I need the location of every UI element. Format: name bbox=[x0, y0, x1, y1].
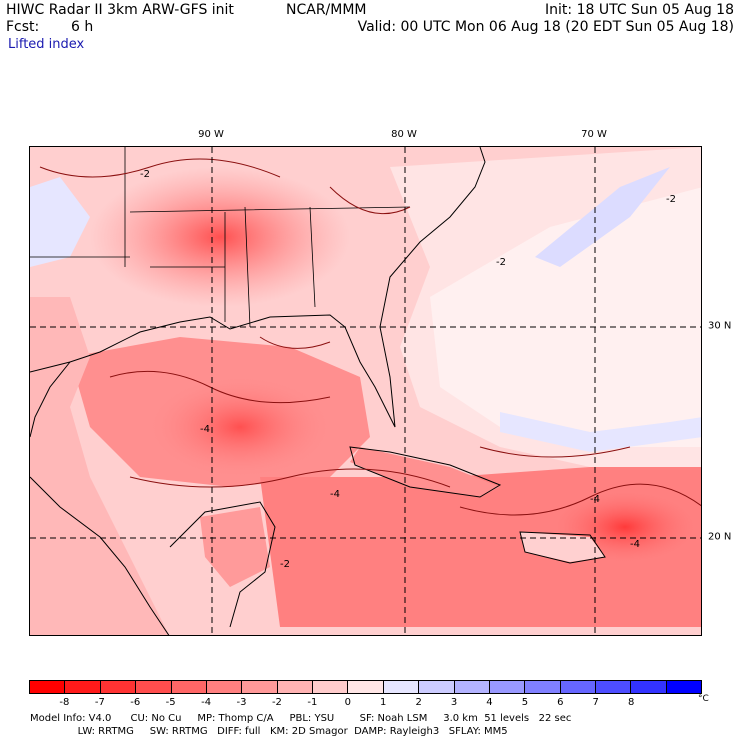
mexico-coastline bbox=[30, 476, 170, 635]
colorbar-tick-label: 4 bbox=[486, 697, 493, 708]
contour-label: -2 bbox=[666, 194, 676, 205]
header-title: HIWC Radar II 3km ARW-GFS init bbox=[6, 2, 234, 18]
hispaniola-land bbox=[520, 532, 605, 562]
colorbar-swatch bbox=[525, 681, 561, 693]
hispaniola-coastline bbox=[519, 531, 606, 564]
colorbar-swatch bbox=[30, 681, 66, 693]
texas-coastline bbox=[30, 361, 71, 438]
colorbar-swatch bbox=[383, 681, 420, 693]
colorbar-tick-label: 5 bbox=[521, 697, 529, 708]
contour-label: -2 bbox=[140, 169, 150, 180]
lifted-index-map: -2 -2 -2 -4 -4 -4 -4 -2 bbox=[29, 146, 702, 636]
stable-band-blue bbox=[535, 167, 670, 267]
colorbar-tick-label: -3 bbox=[236, 697, 247, 708]
colorbar-swatch bbox=[348, 681, 384, 693]
header-fcst-value: 6 h bbox=[71, 19, 94, 35]
colorbar-swatch bbox=[100, 681, 137, 693]
colorbar-swatch bbox=[277, 681, 313, 693]
western-stable-patch bbox=[30, 177, 90, 267]
yucatan-coastline bbox=[169, 501, 276, 628]
field-name: Lifted index bbox=[8, 37, 85, 52]
lon-label-80w: 80 W bbox=[391, 129, 417, 140]
colorbar-swatch bbox=[313, 681, 349, 693]
colorbar-swatch bbox=[560, 681, 596, 693]
colorbar-unit: °C bbox=[698, 694, 709, 704]
colorbar-tick-label: -6 bbox=[130, 697, 141, 708]
colorbar-swatch bbox=[171, 681, 207, 693]
colorbar-swatch bbox=[206, 681, 243, 693]
model-info-line1: Model Info: V4.0 CU: No Cu MP: Thomp C/A… bbox=[30, 713, 572, 724]
colorbar-tick-label: 8 bbox=[627, 697, 635, 708]
atlantic-stable-core bbox=[430, 187, 701, 447]
colorbar-swatch bbox=[454, 681, 490, 693]
colorbar-swatch bbox=[419, 681, 455, 693]
header-fcst-label: Fcst: bbox=[6, 19, 40, 35]
colorbar-swatch bbox=[136, 681, 172, 693]
yucatan-land bbox=[200, 507, 270, 587]
contour-label: -2 bbox=[496, 257, 506, 268]
colorbar-tick-label: 7 bbox=[592, 697, 599, 708]
contour-label: -2 bbox=[280, 559, 290, 570]
header-init-time: Init: 18 UTC Sun 05 Aug 18 bbox=[545, 2, 734, 18]
colorbar-swatch bbox=[596, 681, 632, 693]
contour-label: -4 bbox=[200, 424, 210, 435]
contour-label: -4 bbox=[630, 539, 640, 550]
lon-label-90w: 90 W bbox=[198, 129, 224, 140]
header-valid-time: Valid: 00 UTC Mon 06 Aug 18 (20 EDT Sun … bbox=[357, 19, 734, 35]
colorbar-swatch bbox=[666, 681, 702, 693]
colorbar-tick-label: -4 bbox=[201, 697, 212, 708]
gulf-core bbox=[150, 377, 330, 477]
colorbar-swatch bbox=[631, 681, 667, 693]
contour-lines bbox=[39, 158, 701, 516]
lat-label-20n: 20 N bbox=[708, 531, 732, 543]
stable-band-blue-2 bbox=[500, 412, 701, 452]
colorbar-tick-label: -2 bbox=[271, 697, 282, 708]
colorbar-tick-label: 0 bbox=[344, 697, 351, 708]
colorbar-tick-label: -1 bbox=[307, 697, 318, 708]
colorbar-tick-label: 2 bbox=[415, 697, 422, 708]
colorbar-swatch bbox=[65, 681, 101, 693]
state-borders bbox=[30, 147, 411, 328]
contour-label: -4 bbox=[590, 494, 600, 505]
se-us-core bbox=[90, 167, 350, 307]
header-org: NCAR/MMM bbox=[286, 2, 367, 18]
cuba-coastline bbox=[349, 446, 502, 498]
colorbar-swatch bbox=[242, 681, 278, 693]
texas-mexico-land bbox=[30, 297, 169, 635]
colorbar-swatch bbox=[489, 681, 526, 693]
model-info-line2: LW: RRTMG SW: RRTMG DIFF: full KM: 2D Sm… bbox=[30, 726, 508, 737]
colorbar bbox=[29, 680, 702, 694]
colorbar-tick-label: -5 bbox=[165, 697, 176, 708]
colorbar-tick-label: -8 bbox=[59, 697, 70, 708]
lon-label-70w: 70 W bbox=[581, 129, 607, 140]
colorbar-tick-label: -7 bbox=[94, 697, 105, 708]
cuba-land bbox=[350, 447, 500, 497]
colorbar-tick-label: 6 bbox=[557, 697, 564, 708]
us-coastline bbox=[30, 147, 486, 428]
lat-label-30n: 30 N bbox=[708, 320, 732, 332]
colorbar-tick-label: 1 bbox=[380, 697, 387, 708]
contour-label: -4 bbox=[330, 489, 340, 500]
colorbar-tick-label: 3 bbox=[450, 697, 458, 708]
